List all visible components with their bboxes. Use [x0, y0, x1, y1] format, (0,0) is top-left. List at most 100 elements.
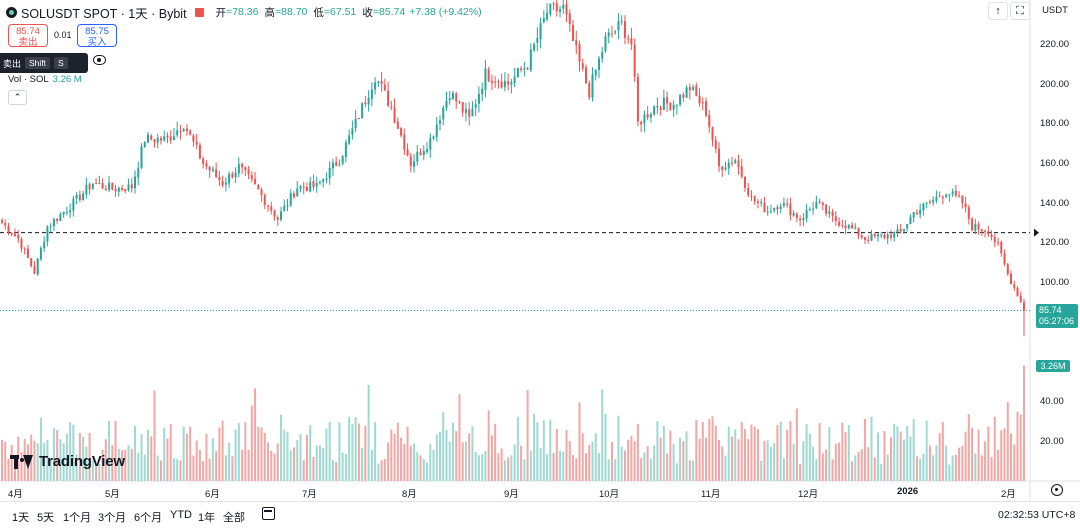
candle-body	[202, 158, 205, 164]
candle-body	[419, 152, 422, 156]
price-tick: 200.00	[1040, 79, 1070, 90]
candle-body	[649, 114, 652, 118]
volume-bar	[172, 458, 175, 481]
volume-bar	[851, 461, 854, 481]
volume-bar	[438, 432, 442, 481]
volume-bar	[348, 416, 351, 481]
candle-body	[185, 128, 188, 132]
candle-body	[490, 80, 493, 83]
candle-body	[899, 228, 902, 232]
candle-body	[137, 167, 140, 178]
volume-bar	[7, 458, 10, 481]
volume-bar	[143, 454, 146, 481]
candle-body	[993, 236, 996, 243]
range-1d[interactable]: 1天	[12, 512, 30, 524]
currency-selector[interactable]: USDT	[1042, 5, 1068, 16]
volume-bar	[195, 440, 198, 481]
volume-bar	[377, 463, 380, 481]
candle-body	[62, 211, 65, 215]
volume-bar	[935, 445, 938, 481]
clock[interactable]: 02:32:53 UTC+8	[998, 509, 1076, 521]
candle-body	[795, 213, 798, 219]
volume-bar	[455, 431, 458, 481]
candle-body	[546, 12, 549, 20]
candle-body	[484, 68, 487, 90]
volume-bar	[286, 432, 289, 481]
volume-bar	[364, 425, 367, 481]
volume-bar	[309, 425, 312, 481]
collapse-legend-button[interactable]: ⌃	[8, 90, 27, 105]
candle-body	[941, 197, 944, 199]
buy-button[interactable]: 85.75 买入	[77, 24, 117, 48]
candle-body	[10, 232, 13, 235]
volume-bar	[374, 422, 377, 481]
volume-bar	[997, 449, 1000, 481]
candle-body	[623, 21, 626, 38]
fullscreen-button[interactable]: ⛶	[1010, 2, 1030, 20]
candle-body	[581, 63, 584, 69]
candle-body	[601, 51, 604, 59]
candle-body	[166, 135, 169, 138]
candle-body	[163, 136, 166, 141]
candle-body	[435, 124, 438, 138]
candle-body	[65, 211, 68, 213]
candle-body	[438, 120, 442, 124]
candle-body	[224, 182, 227, 185]
candle-body	[17, 235, 20, 239]
volume-bar	[529, 450, 532, 481]
range-1m[interactable]: 1个月	[63, 512, 92, 524]
candle-body	[127, 184, 130, 191]
candle-body	[925, 202, 928, 204]
candle-body	[1003, 253, 1006, 265]
volume-bar	[85, 446, 88, 481]
candle-body	[325, 179, 328, 181]
range-3m[interactable]: 3个月	[98, 512, 127, 524]
range-6m[interactable]: 6个月	[134, 512, 163, 524]
volume-bar	[808, 433, 811, 481]
range-1y[interactable]: 1年	[198, 512, 216, 524]
volume-bar	[980, 455, 983, 481]
candle-body	[36, 258, 39, 275]
volume-bar	[250, 405, 253, 481]
candle-body	[46, 226, 49, 242]
candle-body	[75, 194, 78, 199]
candle-body	[695, 85, 698, 96]
candle-body	[471, 108, 474, 117]
volume-bar	[10, 444, 13, 481]
volume-bar	[912, 418, 915, 481]
volume-bar	[640, 458, 643, 481]
candle-body	[442, 107, 445, 120]
volume-bar	[344, 453, 347, 481]
range-5d[interactable]: 5天	[37, 512, 55, 524]
candle-body	[30, 258, 33, 267]
symbol-title[interactable]: SOLUSDT SPOT · 1天 · Bybit	[21, 6, 187, 21]
candle-body	[413, 161, 416, 167]
volume-bar	[192, 455, 195, 481]
eye-icon[interactable]	[93, 55, 106, 65]
calendar-icon[interactable]	[262, 507, 275, 520]
time-tick: 8月	[402, 489, 417, 500]
candle-body	[108, 182, 111, 190]
high-value: =88.70	[274, 6, 308, 18]
volume-bar	[692, 460, 695, 481]
volume-bar	[597, 452, 600, 481]
settings-gear-icon[interactable]	[1051, 484, 1063, 496]
candle-body	[633, 44, 636, 77]
volume-bar	[0, 439, 4, 481]
candle-body	[487, 69, 490, 82]
range-all[interactable]: 全部	[223, 512, 245, 524]
candle-body	[805, 210, 808, 219]
candle-body	[747, 187, 750, 196]
candle-body	[516, 67, 519, 78]
candle-body	[552, 3, 555, 5]
candle-body	[792, 213, 795, 216]
volume-bar	[75, 454, 78, 481]
sell-button[interactable]: 85.74 卖出	[8, 24, 48, 48]
arrow-up-button[interactable]: ↑	[988, 2, 1008, 20]
range-ytd[interactable]: YTD	[170, 509, 192, 521]
candle-body	[799, 218, 802, 221]
candle-body	[909, 217, 912, 225]
volume-bar	[43, 442, 46, 481]
